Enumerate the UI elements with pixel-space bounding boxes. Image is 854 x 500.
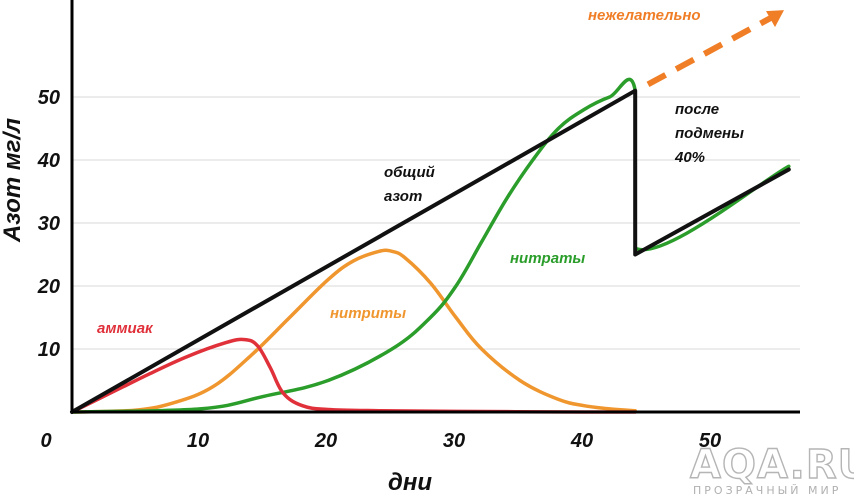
y-axis-title: Азот мг/л [0, 118, 26, 243]
y-tick-40: 40 [37, 150, 60, 172]
tick-labels: 10 20 30 40 50 0 10 20 30 40 50 [37, 87, 721, 452]
total-nitrogen-label-line2: азот [384, 188, 422, 205]
x-tick-40: 40 [570, 430, 593, 452]
trend-arrowhead [766, 10, 784, 28]
x-tick-50: 50 [699, 430, 721, 452]
x-tick-10: 10 [187, 430, 209, 452]
trend-label: нежелательно [588, 7, 701, 24]
series-line-nitrites [70, 248, 637, 414]
series-label-nitrates: нитраты [510, 250, 585, 267]
x-tick-20: 20 [314, 430, 337, 452]
total-nitrogen-label-line1: общий [384, 164, 435, 181]
series-line-nitrates [70, 77, 791, 414]
watermark-subtitle: ПРОЗРАЧНЫЙ МИР [693, 484, 841, 497]
water-change-label-line1: после [675, 101, 719, 118]
water-change-label-line3: 40% [674, 149, 705, 166]
series-label-ammonia: аммиак [97, 320, 154, 337]
trend-dashed-line [646, 12, 778, 88]
x-tick-0: 0 [40, 430, 51, 452]
grid-lines [72, 96, 800, 350]
watermark-logo: AQA.RU [690, 442, 854, 488]
series-lines [70, 10, 791, 414]
series-label-nitrites: нитриты [330, 305, 406, 322]
x-tick-30: 30 [443, 430, 465, 452]
x-axis-title: дни [388, 469, 432, 496]
y-tick-50: 50 [38, 87, 60, 109]
water-change-label-line2: подмены [675, 125, 744, 142]
y-tick-10: 10 [38, 339, 60, 361]
y-tick-20: 20 [37, 276, 60, 298]
y-tick-30: 30 [38, 213, 60, 235]
series-line-ammonia [70, 337, 637, 414]
series-line-total-nitrogen [70, 88, 791, 414]
